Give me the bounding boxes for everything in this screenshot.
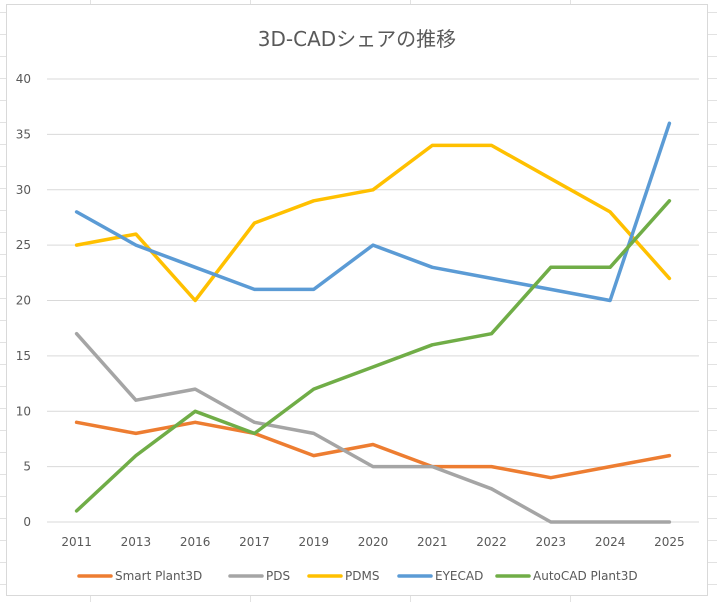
data-point	[609, 521, 611, 523]
data-point	[194, 410, 196, 412]
x-tick-label: 2016	[180, 535, 211, 549]
data-point	[668, 521, 670, 523]
x-tick-label: 2024	[595, 535, 626, 549]
data-point	[135, 455, 137, 457]
x-tick-label: 2021	[417, 535, 448, 549]
data-point	[253, 288, 255, 290]
y-tick-label: 35	[16, 127, 31, 141]
data-point	[431, 144, 433, 146]
data-point	[253, 432, 255, 434]
data-point	[313, 455, 315, 457]
data-point	[372, 244, 374, 246]
data-point	[76, 421, 78, 423]
data-point	[491, 277, 493, 279]
x-tick-label: 2020	[358, 535, 389, 549]
y-axis-ticks: 0 5 10 15 20 25 30 35 40	[16, 72, 31, 529]
data-point	[135, 244, 137, 246]
x-tick-label: 2013	[121, 535, 152, 549]
data-point	[609, 266, 611, 268]
data-point	[609, 466, 611, 468]
data-point	[135, 432, 137, 434]
y-tick-label: 0	[23, 515, 31, 529]
data-point	[609, 300, 611, 301]
data-point	[372, 466, 374, 468]
legend-label: AutoCAD Plant3D	[533, 569, 638, 583]
y-tick-label: 40	[16, 72, 31, 86]
data-point	[76, 333, 78, 335]
data-point	[313, 200, 315, 202]
series-line-eyecad[interactable]	[74, 121, 672, 303]
data-point	[668, 200, 670, 202]
y-tick-label: 20	[16, 294, 31, 308]
series-lines	[74, 121, 672, 524]
data-point	[372, 189, 374, 191]
y-tick-label: 15	[16, 349, 31, 363]
data-point	[668, 455, 670, 457]
data-point	[135, 233, 137, 235]
y-tick-label: 25	[16, 238, 31, 252]
x-tick-label: 2011	[61, 535, 92, 549]
data-point	[313, 288, 315, 290]
x-tick-label: 2019	[298, 535, 329, 549]
data-point	[609, 211, 611, 213]
data-point	[550, 521, 552, 523]
x-tick-label: 2022	[476, 535, 507, 549]
legend-label: Smart Plant3D	[115, 569, 202, 583]
data-point	[491, 466, 493, 468]
data-point	[668, 122, 670, 124]
legend-label: EYECAD	[435, 569, 483, 583]
y-tick-label: 10	[16, 404, 31, 418]
data-point	[194, 300, 196, 301]
series-line-smart-plant3d[interactable]	[74, 420, 672, 480]
data-point	[550, 266, 552, 268]
legend-label: PDS	[266, 569, 290, 583]
y-tick-label: 5	[23, 460, 31, 474]
legend: Smart Plant3D PDS PDMS EYECAD AutoCAD Plant3…	[77, 569, 638, 583]
data-point	[372, 366, 374, 368]
data-point	[194, 421, 196, 423]
data-point	[431, 466, 433, 468]
chart-container[interactable]: 3D-CADシェアの推移 0 5 10 15 20 25 30 35 40 2011 2013 20…	[6, 4, 708, 596]
data-point	[491, 333, 493, 335]
chart-title: 3D-CADシェアの推移	[258, 27, 456, 51]
data-point	[491, 144, 493, 146]
data-point	[431, 266, 433, 268]
data-point	[550, 477, 552, 479]
series-line-pdms[interactable]	[74, 143, 672, 303]
x-tick-label: 2017	[239, 535, 270, 549]
data-point	[431, 344, 433, 346]
x-axis-ticks: 2011 2013 2016 2017 2019 2020 2021 2022 2023 2024…	[61, 535, 684, 549]
legend-label: PDMS	[345, 569, 379, 583]
x-tick-label: 2025	[654, 535, 685, 549]
y-tick-label: 30	[16, 183, 31, 197]
data-point	[76, 510, 78, 512]
data-point	[372, 443, 374, 445]
data-point	[253, 222, 255, 224]
data-point	[194, 266, 196, 268]
data-point	[668, 277, 670, 279]
data-point	[313, 388, 315, 390]
data-point	[194, 388, 196, 390]
x-tick-label: 2023	[536, 535, 567, 549]
data-point	[491, 488, 493, 490]
data-point	[135, 399, 137, 401]
data-point	[76, 211, 78, 213]
data-point	[313, 432, 315, 434]
data-point	[550, 288, 552, 290]
data-point	[253, 421, 255, 423]
data-point	[76, 244, 78, 246]
data-point	[550, 178, 552, 180]
